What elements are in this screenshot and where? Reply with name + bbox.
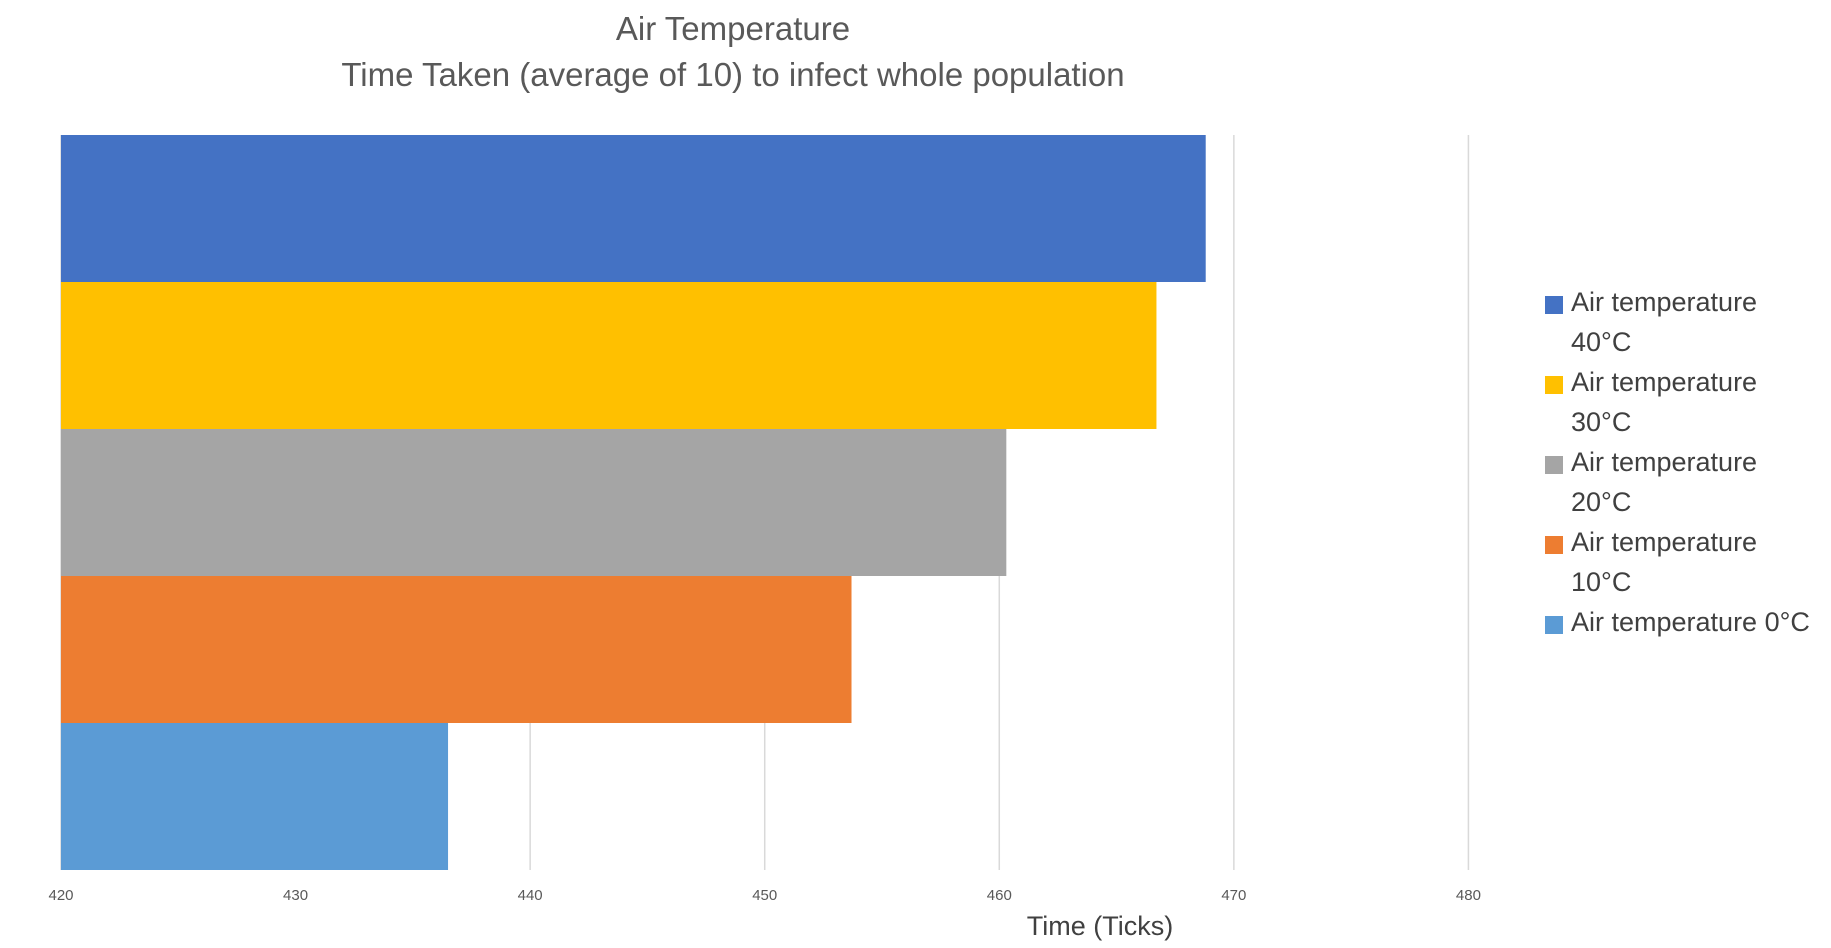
x-tick-label: 480 [1456, 887, 1481, 904]
x-tick-label: 450 [752, 887, 777, 904]
chart-subtitle: Time Taken (average of 10) to infect who… [341, 56, 1125, 93]
legend-swatch [1545, 456, 1563, 474]
bar [61, 282, 1157, 429]
legend-label: Air temperature 10°C [1571, 527, 1758, 597]
legend-item: Air temperature 30°C [1545, 362, 1825, 442]
legend-item: Air temperature 10°C [1545, 522, 1825, 602]
bars [61, 135, 1206, 870]
x-tick-label: 440 [518, 887, 543, 904]
legend: Air temperature 40°C Air temperature 30°C… [1545, 282, 1825, 642]
bar [61, 135, 1206, 282]
legend-label: Air temperature 0°C [1571, 607, 1810, 637]
legend-swatch [1545, 296, 1563, 314]
chart-title-block: Air Temperature Time Taken (average of 1… [0, 6, 1466, 98]
legend-label: Air temperature 30°C [1571, 367, 1758, 437]
bar [61, 576, 852, 723]
x-tick-label: 460 [987, 887, 1012, 904]
legend-item: Air temperature 40°C [1545, 282, 1825, 362]
x-tick-label: 430 [283, 887, 308, 904]
legend-swatch [1545, 376, 1563, 394]
legend-item: Air temperature 20°C [1545, 442, 1825, 522]
legend-swatch [1545, 536, 1563, 554]
legend-swatch [1545, 616, 1563, 634]
bar [61, 429, 1007, 576]
legend-item: Air temperature 0°C [1545, 602, 1825, 642]
x-tick-labels: 420 430 440 450 460 470 480 [48, 887, 1480, 904]
legend-label: Air temperature 40°C [1571, 287, 1758, 357]
x-tick-label: 470 [1221, 887, 1246, 904]
chart-title: Air Temperature [615, 10, 851, 47]
legend-label: Air temperature 20°C [1571, 447, 1758, 517]
x-tick-label: 420 [48, 887, 73, 904]
bar [61, 723, 449, 870]
x-axis-title: Time (Ticks) [1026, 911, 1174, 941]
